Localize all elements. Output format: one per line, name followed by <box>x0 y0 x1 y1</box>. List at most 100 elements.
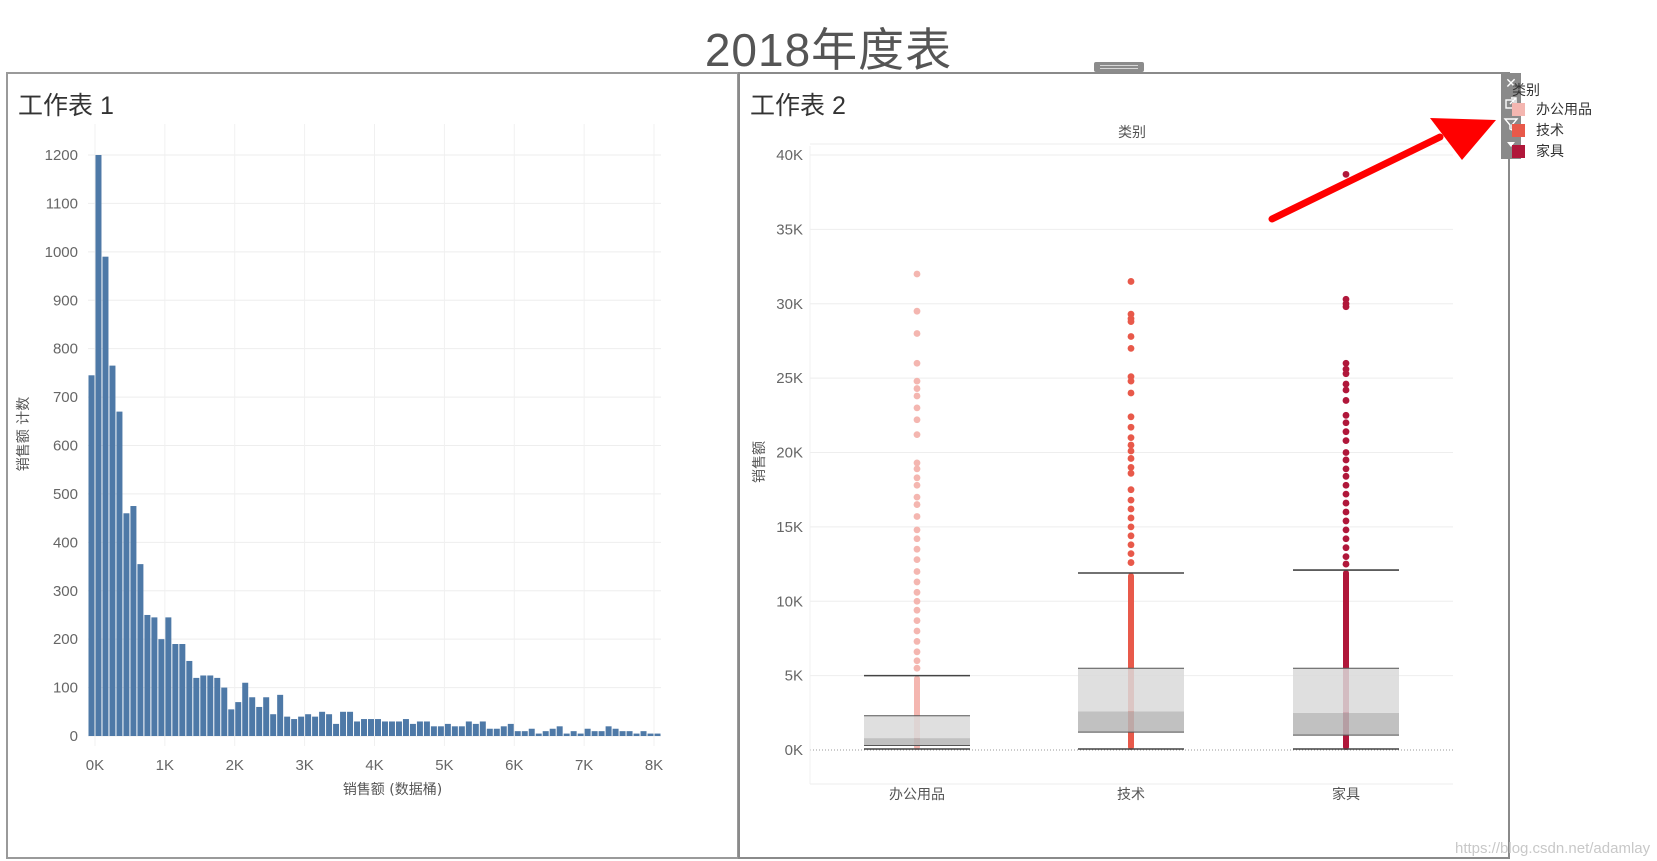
histogram-bar <box>165 617 172 736</box>
watermark: https://blog.csdn.net/adamlay <box>1455 840 1651 857</box>
histogram-bar <box>242 682 249 736</box>
dropdown-icon[interactable] <box>1501 135 1521 155</box>
y-tick-label: 1000 <box>45 244 78 261</box>
outlier-point <box>1342 508 1350 516</box>
outlier-point <box>1342 428 1350 436</box>
y-tick-label: 30K <box>776 296 803 313</box>
histogram-bar <box>395 721 402 736</box>
outlier-point <box>1127 550 1135 558</box>
histogram-bar <box>109 365 116 736</box>
x-tick-label: 4K <box>365 757 383 774</box>
outlier-point <box>913 307 921 315</box>
y-tick-label: 300 <box>53 583 78 600</box>
outlier-point <box>1342 560 1350 568</box>
outlier-point <box>1127 389 1135 397</box>
worksheet-1-panel[interactable]: 工作表 1 0 100 200 300 400 500 600 700 800 900 1000 11… <box>6 72 739 859</box>
histogram-bar <box>270 714 277 736</box>
histogram-bar <box>388 721 395 736</box>
histogram-bar <box>305 714 312 736</box>
outlier-point <box>1127 413 1135 421</box>
outlier-point <box>913 568 921 575</box>
outlier-point <box>1127 463 1135 471</box>
y-tick-label: 1200 <box>45 147 78 164</box>
outlier-point <box>1127 532 1135 540</box>
x-tick-label: 0K <box>86 757 104 774</box>
histogram-bar <box>277 694 284 736</box>
x-axis-title: 销售额 (数据桶) <box>343 782 442 798</box>
histogram-bar <box>556 726 563 736</box>
histogram-bar <box>423 721 430 736</box>
histogram-bar <box>472 723 479 736</box>
y-tick-label: 900 <box>53 292 78 309</box>
x-tick-label: 1K <box>156 757 174 774</box>
histogram-bar <box>619 731 626 736</box>
histogram-bar <box>88 375 95 736</box>
histogram-bar <box>626 731 633 736</box>
worksheet-2-title: 工作表 2 <box>750 92 846 120</box>
histogram-bar <box>151 617 158 736</box>
histogram-bar <box>326 714 333 736</box>
histogram-bar <box>319 711 326 736</box>
outlier-point <box>1342 472 1350 480</box>
close-icon[interactable]: ✕ <box>1505 75 1517 91</box>
histogram-bar <box>207 675 214 736</box>
outlier-point <box>1342 170 1350 178</box>
y-tick-label: 25K <box>776 370 803 387</box>
outlier-point <box>913 431 921 439</box>
layout-drag-handle[interactable] <box>1094 62 1144 72</box>
outlier-point <box>1342 411 1350 419</box>
y-tick-label: 500 <box>53 486 78 503</box>
histogram-bar <box>340 711 347 736</box>
legend-label: 办公用品 <box>1536 102 1592 118</box>
outlier-point <box>1342 553 1350 561</box>
y-tick-label: 700 <box>53 389 78 406</box>
histogram-bar <box>465 721 472 736</box>
outlier-point <box>913 416 921 424</box>
outlier-point <box>1342 517 1350 525</box>
outlier-point <box>1127 505 1135 513</box>
legend-swatch <box>1512 145 1525 158</box>
y-tick-label: 800 <box>53 341 78 358</box>
histogram-bar <box>214 677 221 736</box>
y-tick-label: 1100 <box>46 195 78 212</box>
outlier-point <box>913 377 921 385</box>
histogram-bar <box>521 731 528 736</box>
outlier-point <box>1127 344 1135 352</box>
outlier-point <box>913 545 921 553</box>
outlier-point <box>1127 318 1135 325</box>
box-upper-3 <box>1293 668 1399 713</box>
outlier-point <box>913 606 921 614</box>
histogram-bar <box>535 733 542 736</box>
histogram-bar <box>549 728 556 736</box>
outlier-point <box>913 385 921 392</box>
outlier-point <box>913 501 921 508</box>
histogram-bar <box>416 721 423 736</box>
histogram-bar <box>577 733 584 736</box>
histogram-bar <box>179 644 186 736</box>
outlier-point <box>1342 449 1350 456</box>
histogram-bar <box>221 687 228 736</box>
box-lower-1 <box>864 738 970 746</box>
outlier-point <box>1127 333 1135 340</box>
outlier-point <box>913 404 921 412</box>
histogram-bar <box>137 564 144 736</box>
x-tick-label: 5K <box>435 757 453 774</box>
histogram-bar <box>591 731 598 736</box>
histogram-bar <box>563 733 570 736</box>
x-category-label: 家具 <box>1332 786 1360 803</box>
outlier-point <box>1127 514 1135 522</box>
worksheet-2-panel[interactable]: 工作表 2 类别 0K 5K 10K 15K 20K 25K 30K 35K 40K 销售额 办公用品… <box>738 72 1510 859</box>
outlier-point <box>1342 535 1350 543</box>
outlier-point <box>1342 490 1350 498</box>
y-tick-label: 100 <box>53 680 78 697</box>
outlier-point <box>913 627 921 635</box>
histogram-bar <box>186 660 193 736</box>
histogram-bar <box>102 256 109 736</box>
histogram-bar <box>479 721 486 736</box>
x-tick-label: 7K <box>575 757 593 774</box>
histogram-bar <box>249 697 256 736</box>
outlier-point <box>1127 496 1135 504</box>
outlier-point <box>1342 544 1350 552</box>
histogram-bar <box>458 726 465 736</box>
